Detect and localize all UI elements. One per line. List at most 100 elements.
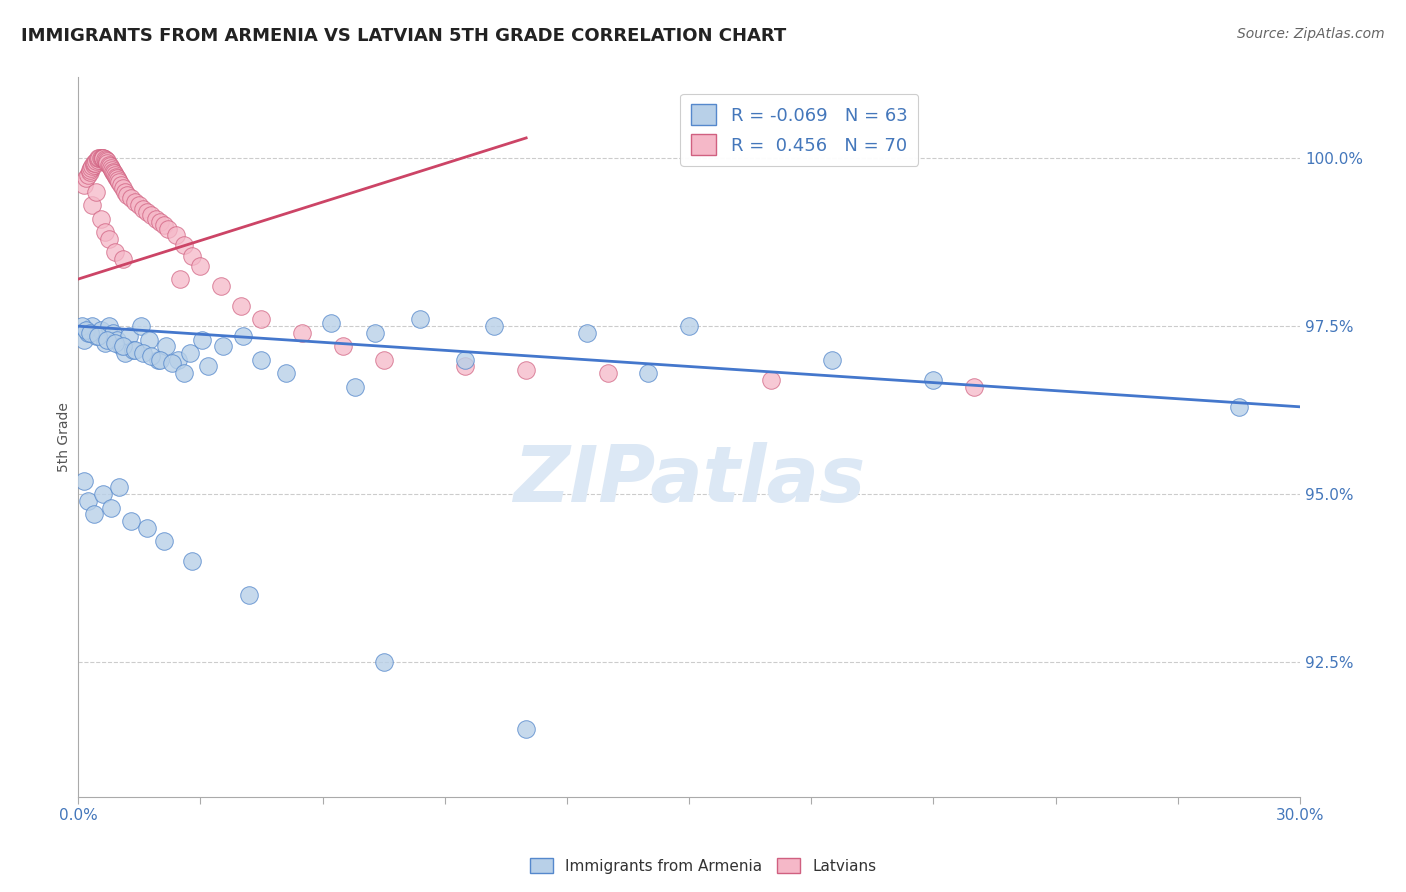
Point — [454, 359, 477, 374]
Point — [111, 181, 134, 195]
Point — [90, 151, 112, 165]
Point — [111, 252, 134, 266]
Point — [132, 202, 155, 216]
Point — [108, 480, 131, 494]
Point — [105, 171, 128, 186]
Point — [209, 278, 232, 293]
Point — [114, 185, 136, 199]
Point — [191, 333, 214, 347]
Point — [136, 205, 159, 219]
Point — [86, 154, 108, 169]
Point — [79, 163, 101, 178]
Point — [250, 312, 273, 326]
Point — [70, 319, 93, 334]
Point — [86, 329, 108, 343]
Point — [197, 359, 219, 374]
Point — [104, 168, 127, 182]
Point — [100, 161, 122, 176]
Point — [229, 299, 252, 313]
Point — [576, 326, 599, 340]
Point — [922, 373, 945, 387]
Point — [73, 333, 96, 347]
Point — [132, 346, 155, 360]
Point — [83, 158, 105, 172]
Point — [75, 322, 97, 336]
Point — [105, 333, 128, 347]
Point — [86, 153, 108, 168]
Point — [169, 272, 191, 286]
Point — [291, 326, 314, 340]
Point — [97, 319, 120, 334]
Text: Source: ZipAtlas.com: Source: ZipAtlas.com — [1237, 27, 1385, 41]
Point — [98, 159, 121, 173]
Point — [319, 316, 342, 330]
Point — [93, 151, 115, 165]
Point — [79, 326, 101, 340]
Point — [103, 166, 125, 180]
Point — [77, 326, 100, 340]
Point — [152, 219, 174, 233]
Point — [100, 163, 122, 178]
Point — [104, 245, 127, 260]
Point — [120, 514, 142, 528]
Point — [373, 352, 395, 367]
Point — [344, 379, 367, 393]
Point — [141, 350, 163, 364]
Point — [86, 185, 108, 199]
Point — [179, 346, 201, 360]
Legend: R = -0.069   N = 63, R =  0.456   N = 70: R = -0.069 N = 63, R = 0.456 N = 70 — [681, 94, 918, 166]
Point — [89, 211, 111, 226]
Point — [100, 500, 122, 515]
Point — [160, 356, 183, 370]
Point — [104, 335, 127, 350]
Point — [373, 655, 395, 669]
Point — [118, 329, 141, 343]
Point — [173, 366, 195, 380]
Point — [145, 211, 167, 226]
Point — [101, 326, 124, 340]
Point — [83, 156, 105, 170]
Point — [104, 169, 127, 184]
Point — [96, 333, 118, 347]
Point — [97, 232, 120, 246]
Point — [114, 346, 136, 360]
Point — [515, 723, 537, 737]
Point — [146, 352, 169, 367]
Point — [111, 339, 134, 353]
Point — [110, 339, 132, 353]
Point — [96, 154, 118, 169]
Point — [820, 352, 842, 367]
Point — [108, 175, 131, 189]
Point — [167, 352, 190, 367]
Point — [211, 339, 233, 353]
Point — [274, 366, 297, 380]
Point — [136, 521, 159, 535]
Point — [238, 588, 260, 602]
Point — [963, 379, 986, 393]
Point — [73, 474, 96, 488]
Point — [165, 228, 187, 243]
Point — [87, 329, 110, 343]
Y-axis label: 5th Grade: 5th Grade — [58, 402, 72, 472]
Point — [181, 249, 204, 263]
Point — [188, 259, 211, 273]
Point — [82, 198, 104, 212]
Point — [77, 168, 100, 182]
Point — [79, 164, 101, 178]
Point — [87, 151, 110, 165]
Point — [89, 151, 111, 165]
Point — [93, 335, 115, 350]
Text: ZIPatlas: ZIPatlas — [513, 442, 865, 518]
Point — [124, 343, 146, 357]
Point — [138, 333, 160, 347]
Point — [101, 164, 124, 178]
Point — [94, 153, 117, 168]
Text: IMMIGRANTS FROM ARMENIA VS LATVIAN 5TH GRADE CORRELATION CHART: IMMIGRANTS FROM ARMENIA VS LATVIAN 5TH G… — [21, 27, 786, 45]
Point — [89, 322, 111, 336]
Point — [128, 198, 150, 212]
Point — [409, 312, 432, 326]
Point — [454, 352, 477, 367]
Point — [107, 172, 129, 186]
Point — [141, 208, 163, 222]
Point — [93, 153, 115, 167]
